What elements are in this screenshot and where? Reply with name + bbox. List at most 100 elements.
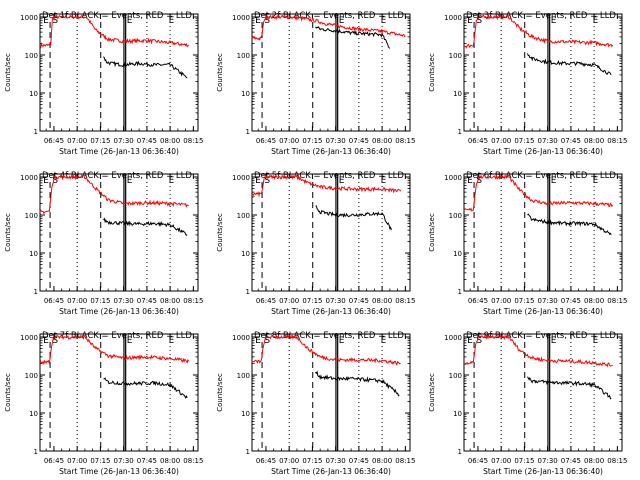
x-tick-label: 08:00 — [372, 137, 392, 145]
y-tick-label: 1000 — [232, 14, 250, 22]
interval-marker: E — [255, 336, 261, 346]
series-events-black — [315, 370, 400, 397]
series-events-black — [103, 217, 188, 236]
y-tick-label: 100 — [237, 52, 250, 60]
interval-marker: E — [593, 16, 599, 26]
interval-marker: E — [43, 336, 49, 346]
y-tick-label: 1000 — [444, 334, 462, 342]
y-tick-label: 10 — [241, 90, 250, 98]
interval-marker: E — [43, 176, 49, 186]
x-tick-label: 08:00 — [372, 297, 392, 305]
x-tick-label: 07:45 — [561, 137, 581, 145]
x-tick-label: 07:45 — [561, 457, 581, 465]
interval-marker: S — [264, 16, 270, 26]
x-tick-label: 07:00 — [279, 137, 299, 145]
interval-marker: E — [127, 176, 133, 186]
plot-frame — [463, 13, 623, 132]
interval-marker: E — [551, 336, 557, 346]
plot-title: Det 6f BLACK = Events, RED = LLD — [466, 171, 616, 181]
x-tick-label: 08:15 — [183, 137, 203, 145]
panel-det-2: Det 2f BLACK = Events, RED = LLD Counts/s… — [216, 11, 415, 156]
series-events-black — [315, 26, 391, 49]
interval-marker: S — [52, 16, 58, 26]
interval-marker: E — [593, 336, 599, 346]
plot-frame — [251, 13, 411, 132]
x-tick-label: 07:15 — [514, 137, 534, 145]
interval-marker: E — [255, 176, 261, 186]
y-axis-label: Counts/sec — [216, 213, 224, 252]
x-tick-label: 08:15 — [607, 137, 627, 145]
y-tick-label: 100 — [25, 52, 38, 60]
y-tick-label: 1000 — [444, 14, 462, 22]
y-tick-label: 1 — [458, 448, 462, 456]
interval-marker: E — [169, 16, 175, 26]
x-axis-label: Start Time (26-Jan-13 06:36:40) — [271, 307, 391, 316]
x-tick-label: 07:30 — [538, 137, 558, 145]
x-axis-label: Start Time (26-Jan-13 06:36:40) — [483, 467, 603, 476]
interval-marker: S — [476, 16, 482, 26]
interval-marker: E — [551, 176, 557, 186]
y-tick-label: 100 — [237, 212, 250, 220]
y-tick-label: 1 — [34, 128, 38, 136]
x-tick-label: 07:30 — [114, 137, 134, 145]
x-tick-label: 06:45 — [256, 137, 276, 145]
series-events-black — [527, 376, 612, 400]
x-tick-label: 07:00 — [279, 297, 299, 305]
x-tick-label: 06:45 — [44, 137, 64, 145]
y-tick-label: 10 — [29, 410, 38, 418]
plot-title: Det 7f BLACK = Events, RED = LLD — [42, 331, 192, 341]
x-tick-label: 06:45 — [44, 297, 64, 305]
y-axis-label: Counts/sec — [216, 373, 224, 412]
x-tick-label: 08:00 — [160, 297, 180, 305]
x-tick-label: 07:45 — [349, 297, 369, 305]
panel-det-1: Det 1f BLACK = Events, RED = LLD Counts/s… — [4, 11, 203, 156]
y-tick-label: 10 — [453, 90, 462, 98]
x-tick-label: 07:00 — [279, 457, 299, 465]
y-axis-label: Counts/sec — [4, 53, 12, 92]
interval-marker: E — [255, 16, 261, 26]
x-tick-label: 08:00 — [584, 137, 604, 145]
x-tick-label: 07:15 — [302, 297, 322, 305]
x-tick-label: 06:45 — [468, 297, 488, 305]
y-axis-label: Counts/sec — [428, 373, 436, 412]
x-tick-label: 07:45 — [137, 137, 157, 145]
x-tick-label: 08:15 — [183, 297, 203, 305]
x-tick-label: 07:30 — [538, 297, 558, 305]
x-tick-label: 07:30 — [538, 457, 558, 465]
x-tick-label: 07:45 — [137, 297, 157, 305]
x-tick-label: 06:45 — [468, 457, 488, 465]
x-tick-label: 07:30 — [114, 297, 134, 305]
series-lld-red — [39, 13, 189, 49]
series-lld-red — [463, 333, 613, 368]
y-axis-label: Counts/sec — [428, 53, 436, 92]
x-tick-label: 08:00 — [584, 297, 604, 305]
x-tick-label: 07:15 — [302, 137, 322, 145]
y-axis-label: Counts/sec — [4, 213, 12, 252]
x-tick-label: 07:30 — [326, 137, 346, 145]
x-axis-label: Start Time (26-Jan-13 06:36:40) — [483, 147, 603, 156]
x-tick-label: 07:45 — [561, 297, 581, 305]
x-tick-label: 08:00 — [584, 457, 604, 465]
x-tick-label: 07:30 — [114, 457, 134, 465]
plot-title: Det 4f BLACK = Events, RED = LLD — [42, 171, 192, 181]
x-tick-label: 08:15 — [395, 297, 415, 305]
plot-frame — [39, 333, 199, 452]
interval-marker: E — [169, 336, 175, 346]
interval-marker: E — [381, 16, 387, 26]
interval-marker: E — [339, 336, 345, 346]
x-tick-label: 07:45 — [137, 457, 157, 465]
panel-det-4: Det 4f BLACK = Events, RED = LLD Counts/s… — [4, 171, 203, 316]
panel-det-5: Det 5f BLACK = Events, RED = LLD Counts/s… — [216, 171, 415, 316]
x-tick-label: 08:15 — [607, 457, 627, 465]
series-events-black — [527, 53, 612, 76]
y-tick-label: 100 — [237, 372, 250, 380]
y-tick-label: 100 — [449, 212, 462, 220]
x-tick-label: 07:45 — [349, 137, 369, 145]
x-tick-label: 07:00 — [67, 457, 87, 465]
x-tick-label: 08:15 — [395, 137, 415, 145]
plot-title: Det 8f BLACK = Events, RED = LLD — [254, 331, 404, 341]
y-tick-label: 1000 — [20, 334, 38, 342]
x-axis-label: Start Time (26-Jan-13 06:36:40) — [271, 147, 391, 156]
y-tick-label: 1000 — [232, 334, 250, 342]
interval-marker: E — [551, 16, 557, 26]
